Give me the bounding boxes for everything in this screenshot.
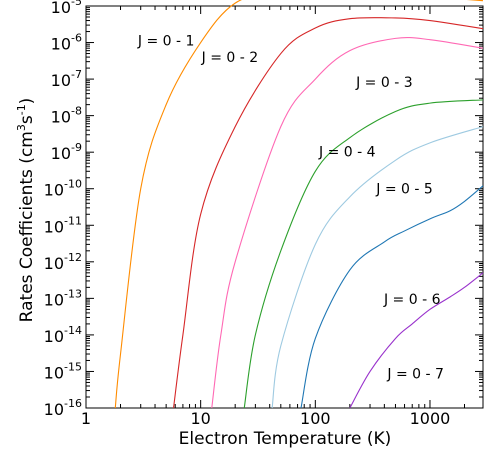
- y-tick-label: 10-12: [44, 251, 82, 273]
- y-tick-label: 10-14: [44, 324, 82, 346]
- curve-label-6: J = 0 - 6: [383, 292, 441, 308]
- curve-label-5: J = 0 - 5: [375, 181, 433, 197]
- series-line-4: [243, 99, 484, 409]
- series-line-7: [349, 272, 484, 409]
- y-tick-label: 10-5: [51, 0, 82, 17]
- y-tick-label: 10-10: [44, 178, 82, 200]
- y-tick-label: 10-16: [44, 397, 82, 419]
- y-tick-label: 10-8: [51, 105, 82, 127]
- plot-frame: [85, 5, 484, 409]
- y-tick-label: 10-11: [44, 214, 82, 236]
- y-axis-label: Rates Coefficients (cm3s-1): [15, 98, 37, 323]
- y-tick-label: 10-6: [51, 32, 82, 54]
- x-tick-labels: 1 10 100 1000: [81, 409, 450, 428]
- major-ticks: [85, 5, 483, 409]
- x-tick-label: 10: [190, 409, 210, 428]
- x-tick-label: 100: [300, 409, 331, 428]
- y-tick-labels: 10-5 10-6 10-7 10-8 10-9 10-10 10-11 10-12 10-13…: [44, 0, 82, 419]
- curve-label-1: J = 0 - 1: [137, 33, 195, 49]
- curve-label-7: J = 0 - 7: [386, 366, 444, 382]
- curve-labels: J = 0 - 1 J = 0 - 2 J = 0 - 3 J = 0 - 4 J = …: [137, 33, 444, 382]
- curve-label-3: J = 0 - 3: [355, 75, 413, 91]
- curve-label-2: J = 0 - 2: [201, 50, 259, 66]
- x-tick-label: 1000: [410, 409, 451, 428]
- x-tick-label: 1: [81, 409, 91, 428]
- series-line-5: [271, 126, 484, 409]
- series-line-6: [300, 185, 484, 409]
- y-tick-label: 10-7: [51, 68, 82, 90]
- series-line-1: [114, 0, 484, 409]
- curve-label-4: J = 0 - 4: [318, 145, 376, 161]
- y-tick-label: 10-13: [44, 287, 82, 309]
- y-tick-label: 10-15: [44, 360, 82, 382]
- y-tick-label: 10-9: [51, 141, 82, 163]
- series-line-2: [172, 17, 484, 409]
- series-lines: [114, 0, 484, 409]
- minor-ticks: [86, 6, 483, 408]
- x-axis-label: Electron Temperature (K): [179, 429, 392, 449]
- series-line-3: [211, 36, 484, 409]
